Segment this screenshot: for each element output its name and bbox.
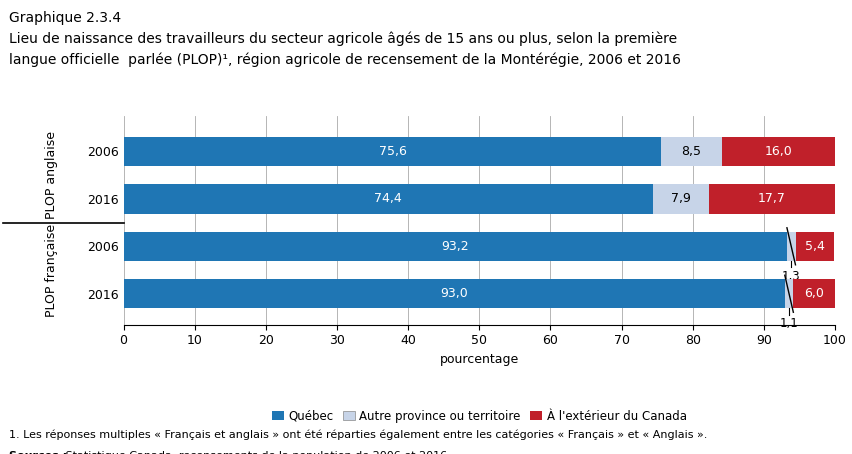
Text: langue officielle  parlée (PLOP)¹, région agricole de recensement de la Montérég: langue officielle parlée (PLOP)¹, région… <box>9 52 681 67</box>
Bar <box>653 184 709 213</box>
Text: 1,3: 1,3 <box>782 270 801 282</box>
Text: Sources :: Sources : <box>9 451 66 454</box>
Text: 93,2: 93,2 <box>441 240 469 253</box>
Text: Statistique Canada, recensements de la population de 2006 et 2016.: Statistique Canada, recensements de la p… <box>62 451 451 454</box>
Bar <box>124 279 786 308</box>
Text: 8,5: 8,5 <box>682 145 701 158</box>
Text: 16,0: 16,0 <box>765 145 792 158</box>
Text: Lieu de naissance des travailleurs du secteur agricole âgés de 15 ans ou plus, s: Lieu de naissance des travailleurs du se… <box>9 32 676 46</box>
Text: Graphique 2.3.4: Graphique 2.3.4 <box>9 11 121 25</box>
Bar <box>124 137 661 166</box>
Text: 17,7: 17,7 <box>758 192 786 205</box>
Text: 1,1: 1,1 <box>780 317 798 330</box>
Text: 93,0: 93,0 <box>440 287 469 300</box>
Text: 75,6: 75,6 <box>378 145 406 158</box>
Bar <box>661 137 722 166</box>
Text: 1. Les réponses multiples « Français et anglais » ont été réparties également en: 1. Les réponses multiples « Français et … <box>9 429 707 439</box>
Bar <box>786 232 796 261</box>
Bar <box>796 232 834 261</box>
Text: 5,4: 5,4 <box>805 240 825 253</box>
X-axis label: pourcentage: pourcentage <box>440 353 519 366</box>
Bar <box>722 137 836 166</box>
Text: PLOP française: PLOP française <box>44 223 58 316</box>
Bar <box>709 184 835 213</box>
Bar <box>124 184 653 213</box>
Text: 7,9: 7,9 <box>671 192 691 205</box>
Text: 74,4: 74,4 <box>374 192 402 205</box>
Text: PLOP anglaise: PLOP anglaise <box>44 131 58 219</box>
Legend: Québec, Autre province ou territoire, À l'extérieur du Canada: Québec, Autre province ou territoire, À … <box>267 405 692 427</box>
Bar <box>124 232 786 261</box>
Text: 6,0: 6,0 <box>804 287 824 300</box>
Bar <box>786 279 793 308</box>
Bar <box>793 279 836 308</box>
